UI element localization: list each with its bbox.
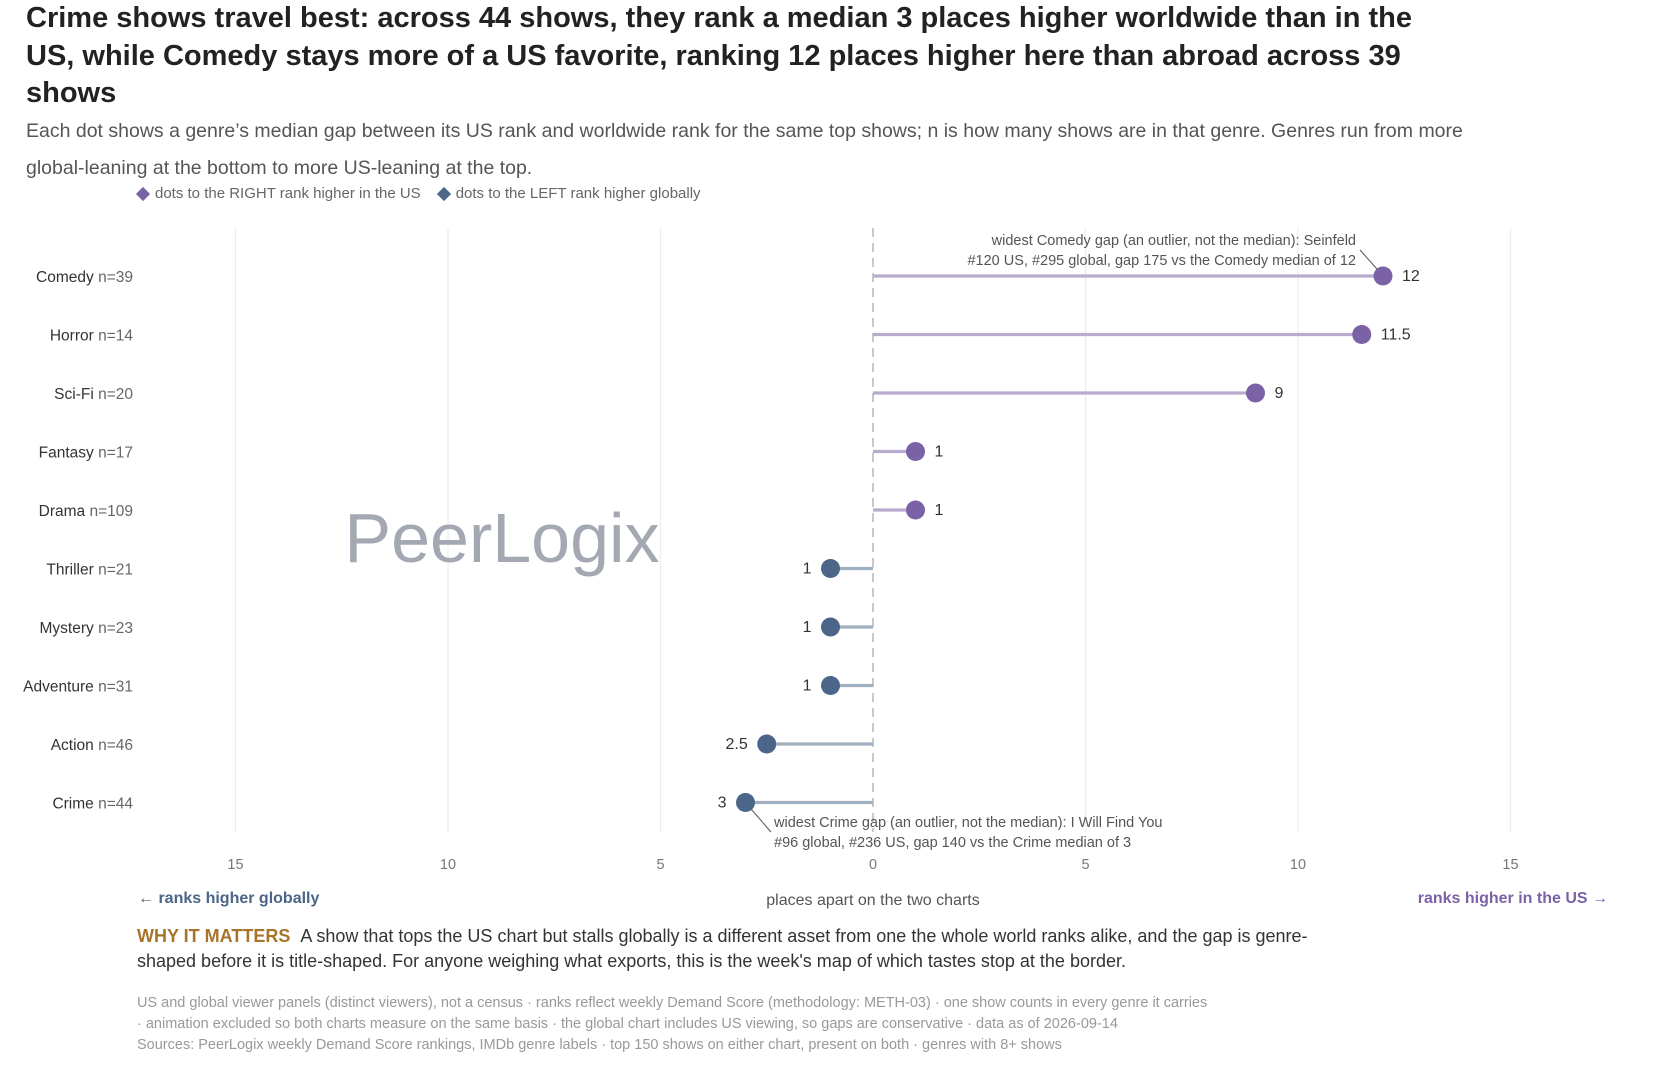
category-name: Sci-Fi (54, 386, 98, 403)
chart-title: Crime shows travel best: across 44 shows… (26, 2, 1412, 109)
lollipop-dot (906, 442, 925, 461)
lollipop-dot (1246, 383, 1265, 403)
value-label: 12 (1402, 268, 1420, 285)
x-tick-label: 10 (440, 857, 456, 873)
category-name: Thriller (46, 562, 98, 579)
category-n: n=23 (98, 620, 133, 637)
category-label: Adventure n=31 (23, 679, 133, 696)
lollipop-dot (821, 676, 840, 695)
category-label: Comedy n=39 (36, 269, 133, 286)
footnote-line-2: · animation excluded so both charts meas… (137, 1016, 1118, 1032)
value-label: 1 (803, 678, 812, 695)
lollipop-chart: 15 10 5 0 5 10 15 places apart on the two chart… (23, 228, 1608, 909)
x-tick-label: 5 (656, 857, 664, 873)
lollipop-dot (1373, 266, 1393, 286)
watermark-logo: PeerLogix (344, 499, 659, 577)
category-name: Adventure (23, 679, 98, 696)
value-label: 1 (803, 619, 812, 636)
chart-subtitle: Each dot shows a genre’s median gap betw… (26, 120, 1463, 179)
legend-label-us: dots to the RIGHT rank higher in the US (155, 185, 421, 202)
category-n: n=17 (98, 445, 133, 462)
category-n: n=31 (98, 679, 133, 696)
annotation-crime-line-1: widest Crime gap (an outlier, not the me… (773, 815, 1162, 831)
annotation-comedy-leader (1359, 249, 1378, 270)
legend-label-global: dots to the LEFT rank higher globally (455, 185, 701, 202)
footnote-line-3: Sources: PeerLogix weekly Demand Score r… (137, 1037, 1062, 1053)
annotation-crime-line-2: #96 global, #236 US, gap 140 vs the Crim… (774, 835, 1131, 851)
lollipop-dot (757, 734, 777, 754)
value-label: 1 (803, 561, 812, 578)
category-name: Fantasy (39, 445, 98, 462)
footnote-line-1: US and global viewer panels (distinct vi… (137, 995, 1208, 1011)
category-n: n=46 (98, 737, 133, 754)
annotation-comedy-line-2: #120 US, #295 global, gap 175 vs the Com… (967, 253, 1356, 269)
category-label: Horror n=14 (50, 328, 134, 345)
category-n: n=21 (98, 562, 133, 579)
category-n: n=39 (98, 269, 133, 286)
lollipop-dot (821, 617, 840, 637)
why-it-matters: WHY IT MATTERS A show that tops the US ch… (137, 924, 1357, 974)
legend: dots to the RIGHT rank higher in the US … (135, 185, 701, 202)
annotation-crime-leader (751, 809, 772, 833)
category-label: Drama n=109 (39, 503, 133, 520)
why-it-matters-text: A show that tops the US chart but stalls… (137, 926, 1308, 971)
lollipop-dot (736, 793, 755, 812)
category-n: n=109 (89, 503, 133, 520)
category-name: Drama (39, 503, 90, 520)
x-tick-label: 15 (227, 857, 243, 873)
category-label: Mystery n=23 (40, 620, 133, 637)
category-name: Action (51, 737, 98, 754)
value-label: 3 (718, 795, 727, 812)
category-n: n=44 (98, 796, 133, 813)
category-name: Mystery (40, 620, 99, 637)
value-label: 11.5 (1381, 327, 1411, 344)
left-direction-label: ← ranks higher globally (138, 890, 319, 907)
annotation-comedy-line-1: widest Comedy gap (an outlier, not the m… (991, 233, 1356, 249)
category-label: Sci-Fi n=20 (54, 386, 133, 403)
x-axis-label: places apart on the two charts (766, 892, 979, 909)
category-n: n=14 (98, 328, 133, 345)
footnotes: US and global viewer panels (distinct vi… (137, 993, 1437, 1056)
why-it-matters-label: WHY IT MATTERS (137, 926, 291, 946)
category-label: Crime n=44 (52, 796, 133, 813)
value-label: 9 (1275, 385, 1284, 402)
legend-item-us: dots to the RIGHT rank higher in the US (135, 185, 421, 202)
x-tick-label: 5 (1081, 857, 1089, 873)
value-label: 1 (935, 444, 944, 461)
category-n: n=20 (98, 386, 133, 403)
category-name: Crime (52, 796, 98, 813)
x-tick-label: 15 (1502, 857, 1518, 873)
lollipop-dot (1352, 325, 1372, 344)
value-label: 1 (935, 502, 944, 519)
value-label: 2.5 (726, 736, 748, 753)
x-tick-label: 10 (1290, 857, 1306, 873)
legend-item-global: dots to the LEFT rank higher globally (436, 185, 701, 202)
lollipop-dot (821, 559, 840, 578)
category-name: Horror (50, 328, 98, 345)
lollipop-dot (906, 500, 925, 520)
category-label: Action n=46 (51, 737, 133, 754)
category-label: Thriller n=21 (46, 562, 133, 579)
category-name: Comedy (36, 269, 98, 286)
category-label: Fantasy n=17 (39, 445, 133, 462)
right-direction-label: ranks higher in the US → (1418, 890, 1608, 907)
x-tick-label: 0 (869, 857, 877, 873)
